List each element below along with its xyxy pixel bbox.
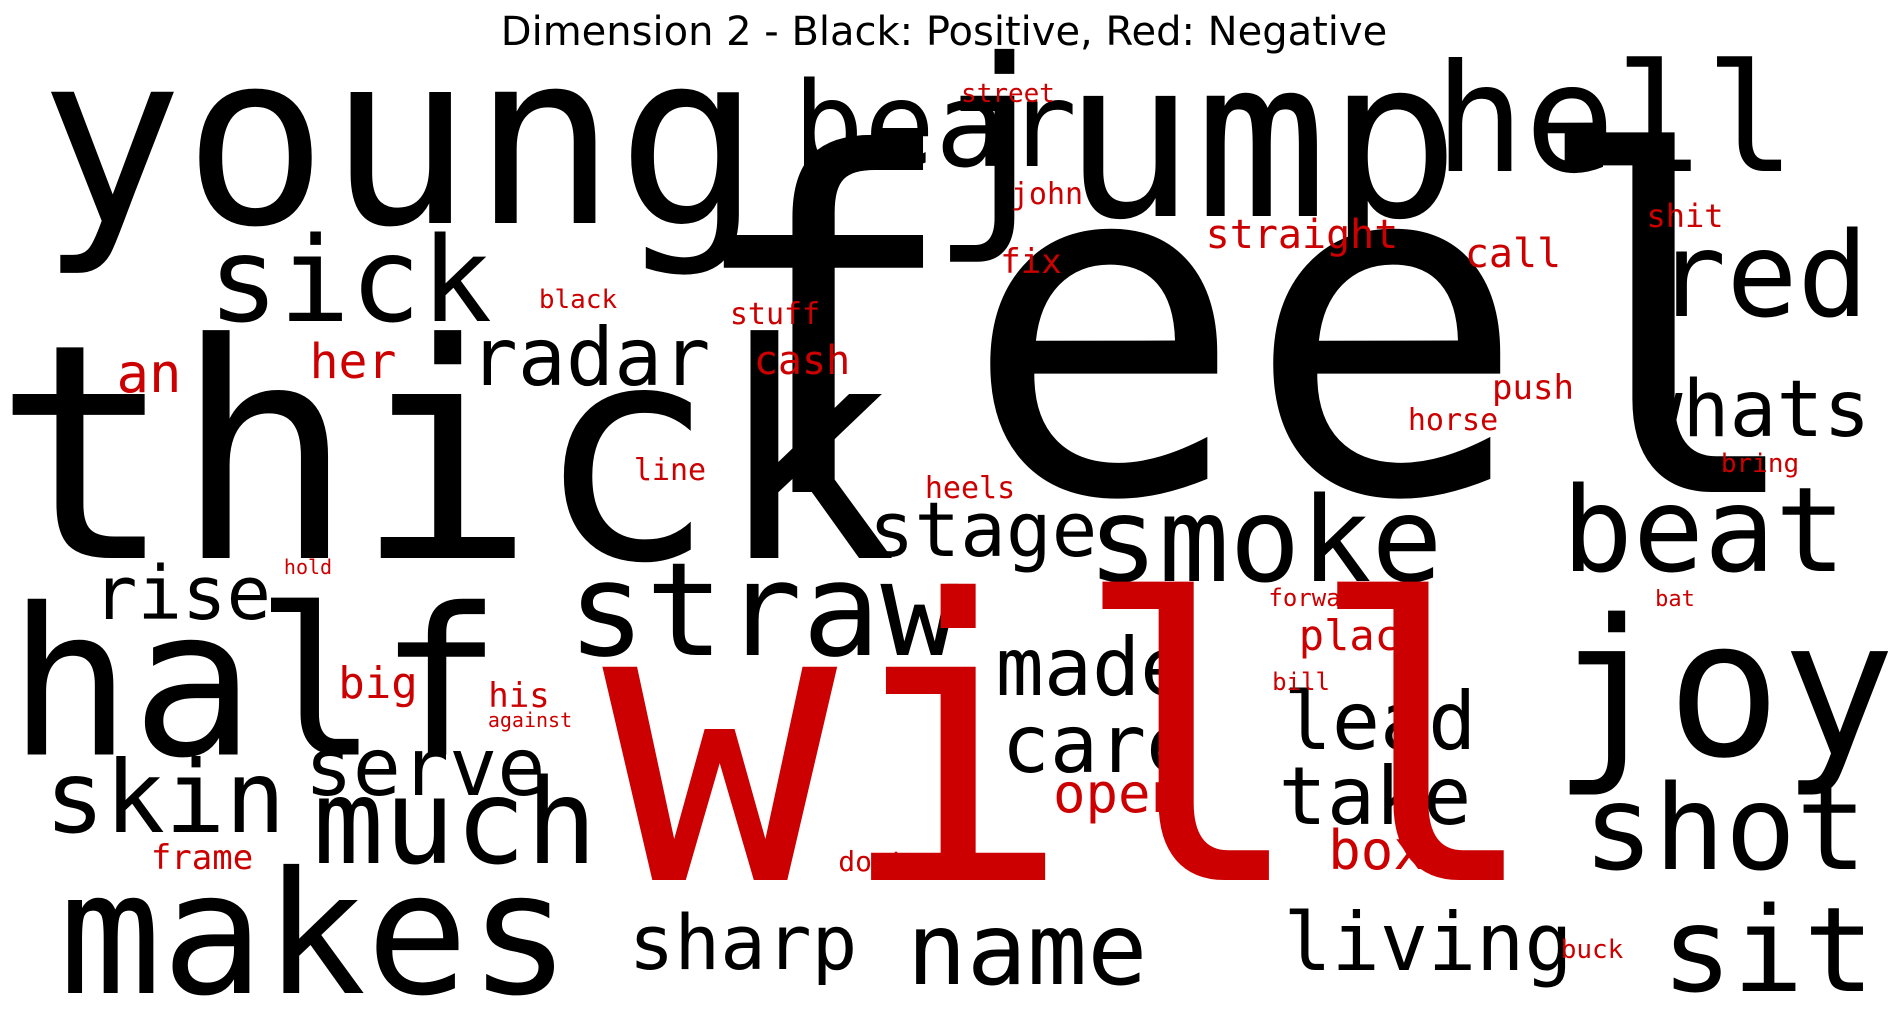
word-horse: horse (1407, 403, 1499, 438)
word-serve: serve (304, 721, 546, 814)
word-call: call (1464, 231, 1562, 277)
word-bring: bring (1720, 449, 1800, 479)
word-living: living (1283, 896, 1573, 989)
chart-title: Dimension 2 - Black: Positive, Red: Nega… (500, 9, 1388, 55)
word-hell: hell (1434, 33, 1796, 207)
word-take: take (1278, 750, 1472, 843)
word-makes: makes (59, 836, 571, 1034)
word-radar: radar (469, 311, 711, 404)
word-sick: sick (207, 211, 493, 349)
word-john: john (1010, 177, 1084, 212)
word-young: young (38, 0, 762, 280)
word-sit: sit (1661, 881, 1875, 1019)
word-open: open (1052, 762, 1184, 825)
word-straw: straw (567, 534, 959, 686)
word-shit: shit (1646, 197, 1724, 235)
word-feel: feel (679, 56, 1811, 603)
word-frame: frame (150, 838, 254, 878)
word-box: box (1328, 819, 1426, 882)
word-bill: bill (1272, 668, 1330, 696)
word-fix: fix (1000, 242, 1062, 282)
word-name: name (906, 891, 1148, 1008)
word-dont: dont (838, 845, 906, 878)
word-buck: buck (1560, 935, 1624, 965)
word-shot: shot (1582, 759, 1868, 897)
word-black: black (538, 285, 618, 315)
word-skin: skin (44, 739, 286, 856)
word-her: her (309, 334, 397, 390)
word-place: place (1298, 611, 1426, 660)
word-will: will (602, 518, 1542, 972)
word-stage: stage (868, 485, 1098, 574)
word-big: big (338, 658, 418, 709)
word-straight: straight (1205, 212, 1399, 258)
word-an: an (116, 342, 182, 405)
word-whats: whats (1635, 365, 1871, 455)
word-rise: rise (92, 551, 272, 637)
word-sharp: sharp (628, 898, 858, 987)
word-smoke: smoke (1087, 471, 1443, 609)
word-beat: beat (1561, 461, 1847, 599)
word-bat: bat (1655, 587, 1695, 612)
word-hold: hold (283, 555, 333, 579)
word-line: line (633, 453, 707, 488)
word-against: against (487, 708, 573, 732)
word-forward: forward (1268, 584, 1370, 612)
word-cash: cash (753, 338, 851, 384)
word-his: his (488, 676, 550, 716)
word-stuff: stuff (729, 297, 821, 332)
word-jump: jump (930, 12, 1460, 268)
word-red: red (1655, 206, 1869, 344)
word-joy: joy (1552, 579, 1888, 800)
word-bear: bear (792, 56, 1078, 194)
word-half: half (8, 565, 502, 804)
word-lead: lead (1283, 675, 1477, 768)
word-made: made (995, 621, 1189, 714)
word-heels: heels (924, 471, 1016, 506)
word-care: care (1001, 698, 1195, 791)
word-push: push (1492, 368, 1574, 408)
word-street: street (961, 79, 1055, 109)
word-thick: thick (0, 280, 897, 629)
word-much: much (312, 753, 598, 891)
